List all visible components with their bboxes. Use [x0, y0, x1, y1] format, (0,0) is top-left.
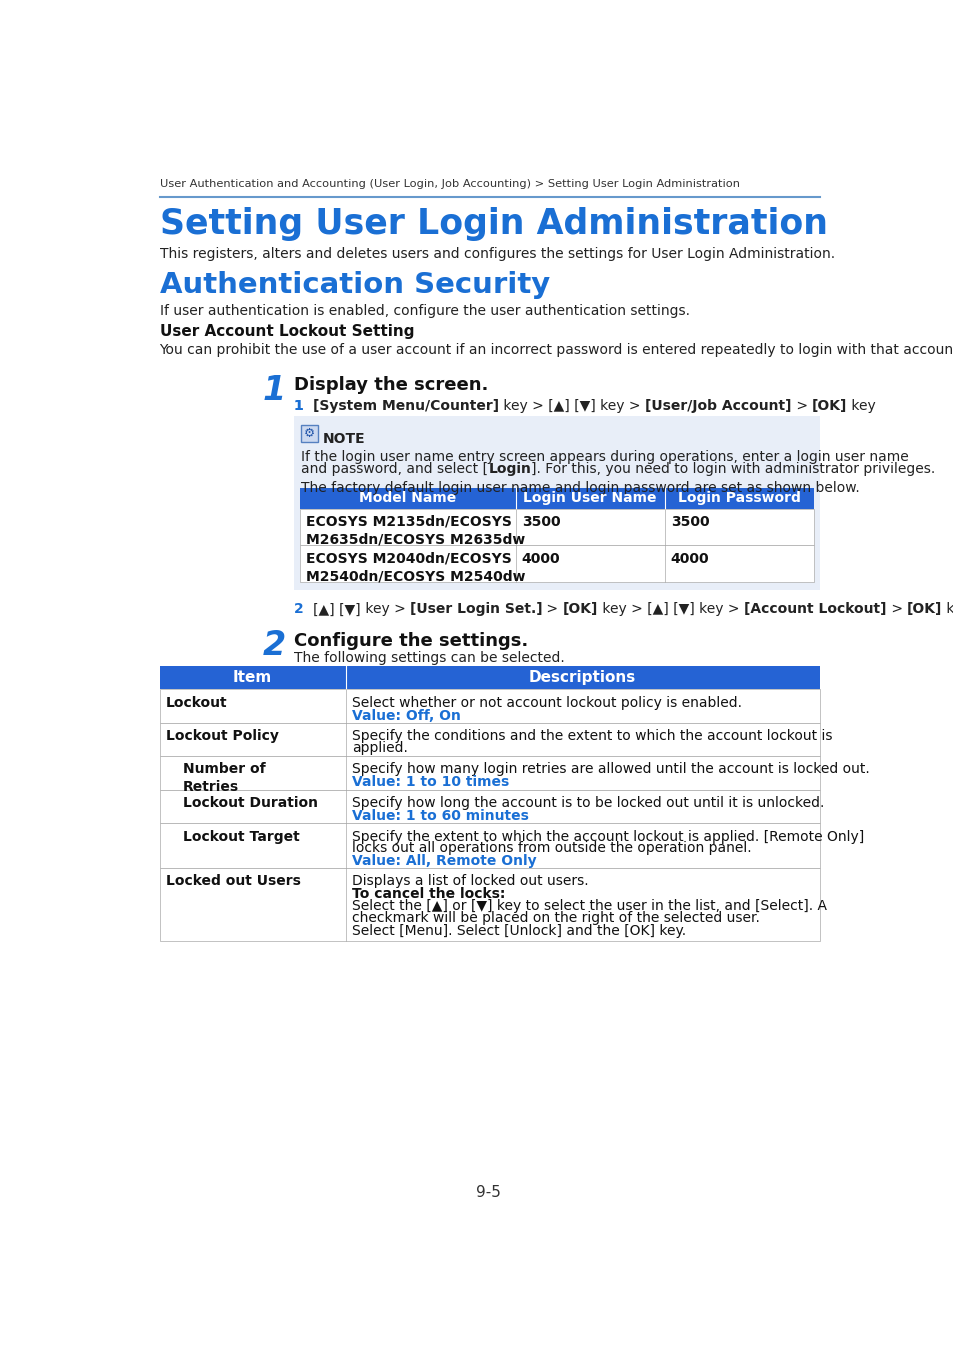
Text: ⚙: ⚙	[304, 428, 315, 440]
Text: Model Name: Model Name	[358, 491, 456, 505]
Text: This registers, alters and deletes users and configures the settings for User Lo: This registers, alters and deletes users…	[159, 247, 834, 261]
Text: User Authentication and Accounting (User Login, Job Accounting) > Setting User L: User Authentication and Accounting (User…	[159, 180, 739, 189]
Text: >: >	[791, 400, 811, 413]
Text: ECOSYS M2040dn/ECOSYS
M2540dn/ECOSYS M2540dw: ECOSYS M2040dn/ECOSYS M2540dn/ECOSYS M25…	[306, 552, 525, 583]
Text: Specify the extent to which the account lockout is applied. [Remote Only]: Specify the extent to which the account …	[352, 830, 863, 844]
Text: 2: 2	[262, 629, 286, 663]
Text: ECOSYS M2135dn/ECOSYS
M2635dn/ECOSYS M2635dw: ECOSYS M2135dn/ECOSYS M2635dn/ECOSYS M26…	[306, 514, 525, 547]
Text: The following settings can be selected.: The following settings can be selected.	[294, 651, 564, 666]
Text: The factory default login user name and login password are set as shown below.: The factory default login user name and …	[301, 481, 860, 495]
Text: Locked out Users: Locked out Users	[166, 875, 300, 888]
FancyBboxPatch shape	[159, 824, 819, 868]
FancyBboxPatch shape	[299, 489, 813, 509]
Text: Descriptions: Descriptions	[529, 671, 636, 686]
Text: Setting User Login Administration: Setting User Login Administration	[159, 207, 826, 240]
Text: key >: key >	[360, 602, 410, 617]
Text: 3500: 3500	[521, 514, 559, 529]
Text: applied.: applied.	[352, 741, 407, 755]
Text: Lockout: Lockout	[166, 695, 227, 710]
Text: [▲] [▼]: [▲] [▼]	[313, 602, 360, 617]
Text: Value: All, Remote Only: Value: All, Remote Only	[352, 855, 536, 868]
Text: 2: 2	[294, 602, 313, 617]
Text: Configure the settings.: Configure the settings.	[294, 632, 527, 649]
Text: [OK]: [OK]	[562, 602, 598, 617]
Text: [System Menu/Counter]: [System Menu/Counter]	[313, 400, 498, 413]
FancyBboxPatch shape	[301, 425, 318, 443]
Text: key > [▲] [▼] key >: key > [▲] [▼] key >	[598, 602, 743, 617]
FancyBboxPatch shape	[159, 790, 819, 824]
Text: Value: 1 to 60 minutes: Value: 1 to 60 minutes	[352, 809, 528, 822]
Text: Select the [▲] or [▼] key to select the user in the list, and [Select]. A: Select the [▲] or [▼] key to select the …	[352, 899, 826, 913]
Text: [User Login Set.]: [User Login Set.]	[410, 602, 542, 617]
Text: Displays a list of locked out users.: Displays a list of locked out users.	[352, 875, 588, 888]
Text: If the login user name entry screen appears during operations, enter a login use: If the login user name entry screen appe…	[301, 450, 908, 464]
Text: NOTE: NOTE	[323, 432, 365, 446]
Text: Login Password: Login Password	[677, 491, 800, 505]
FancyBboxPatch shape	[159, 756, 819, 790]
Text: key: key	[846, 400, 875, 413]
Text: Lockout Target: Lockout Target	[183, 830, 299, 844]
FancyBboxPatch shape	[159, 667, 819, 690]
Text: key > [▲] [▼] key >: key > [▲] [▼] key >	[498, 400, 644, 413]
Text: 1: 1	[294, 400, 303, 413]
Text: key: key	[942, 602, 953, 617]
Text: You can prohibit the use of a user account if an incorrect password is entered r: You can prohibit the use of a user accou…	[159, 343, 953, 356]
FancyBboxPatch shape	[299, 509, 813, 545]
FancyBboxPatch shape	[159, 690, 819, 724]
Text: checkmark will be placed on the right of the selected user.: checkmark will be placed on the right of…	[352, 911, 759, 925]
Text: locks out all operations from outside the operation panel.: locks out all operations from outside th…	[352, 841, 751, 855]
Text: >: >	[885, 602, 906, 617]
Text: Value: 1 to 10 times: Value: 1 to 10 times	[352, 775, 509, 788]
Text: ]. For this, you need to login with administrator privileges.: ]. For this, you need to login with admi…	[531, 462, 935, 475]
Text: 4000: 4000	[670, 552, 709, 566]
Text: 3500: 3500	[670, 514, 709, 529]
Text: If user authentication is enabled, configure the user authentication settings.: If user authentication is enabled, confi…	[159, 305, 689, 319]
FancyBboxPatch shape	[159, 868, 819, 941]
Text: [OK]: [OK]	[906, 602, 942, 617]
Text: Lockout Duration: Lockout Duration	[183, 795, 317, 810]
Text: and password, and select [: and password, and select [	[301, 462, 488, 475]
Text: Number of
Retries: Number of Retries	[183, 761, 265, 794]
Text: 4000: 4000	[521, 552, 559, 566]
Text: 1: 1	[262, 374, 286, 406]
Text: Login User Name: Login User Name	[523, 491, 657, 505]
Text: Specify the conditions and the extent to which the account lockout is: Specify the conditions and the extent to…	[352, 729, 831, 744]
FancyBboxPatch shape	[299, 545, 813, 582]
Text: Select whether or not account lockout policy is enabled.: Select whether or not account lockout po…	[352, 695, 741, 710]
Text: [User/Job Account]: [User/Job Account]	[644, 400, 791, 413]
Text: Specify how many login retries are allowed until the account is locked out.: Specify how many login retries are allow…	[352, 761, 868, 776]
Text: User Account Lockout Setting: User Account Lockout Setting	[159, 324, 414, 339]
Text: Display the screen.: Display the screen.	[294, 377, 488, 394]
Text: [OK]: [OK]	[811, 400, 846, 413]
Text: [Account Lockout]: [Account Lockout]	[743, 602, 885, 617]
Text: >: >	[542, 602, 562, 617]
Text: To cancel the locks:: To cancel the locks:	[352, 887, 504, 900]
FancyBboxPatch shape	[159, 724, 819, 756]
Text: Authentication Security: Authentication Security	[159, 271, 549, 300]
Text: Item: Item	[233, 671, 272, 686]
Text: Select [Menu]. Select [Unlock] and the [OK] key.: Select [Menu]. Select [Unlock] and the […	[352, 923, 685, 937]
FancyBboxPatch shape	[294, 416, 819, 590]
Text: 9-5: 9-5	[476, 1184, 501, 1200]
Text: Specify how long the account is to be locked out until it is unlocked.: Specify how long the account is to be lo…	[352, 795, 823, 810]
Text: 1: 1	[294, 400, 313, 413]
Text: Value: Off, On: Value: Off, On	[352, 709, 460, 722]
Text: Lockout Policy: Lockout Policy	[166, 729, 278, 744]
Text: Login: Login	[488, 462, 531, 475]
